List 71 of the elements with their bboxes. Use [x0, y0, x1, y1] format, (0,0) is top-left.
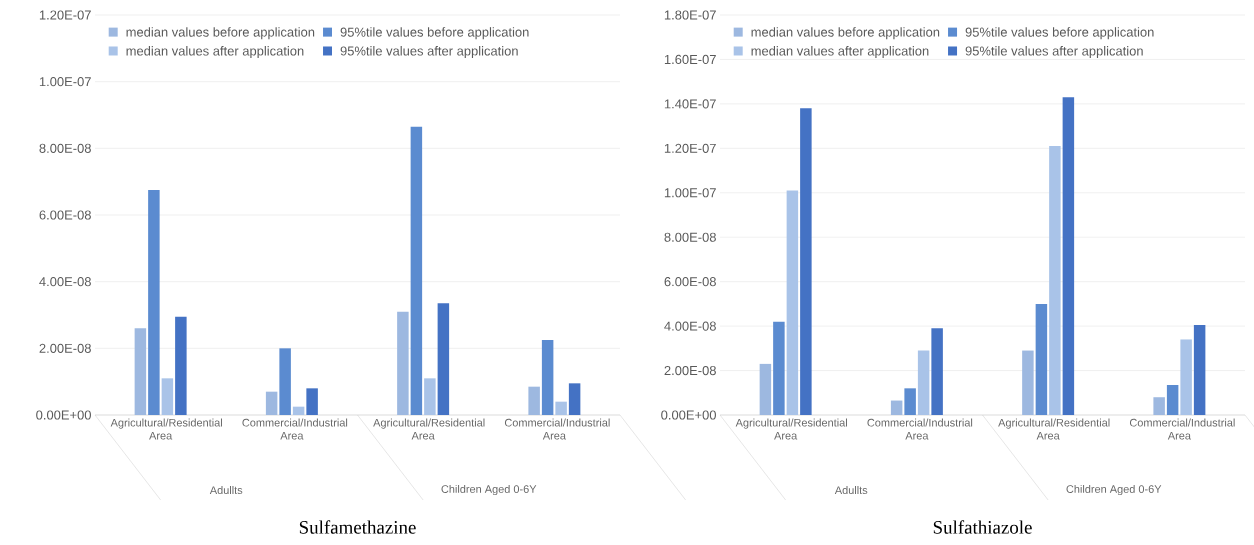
- x-tick-label: Agricultural/Residential Area: [735, 418, 847, 440]
- legend-label: 95%tile values after application: [340, 46, 518, 59]
- y-tick-label: 2.00E-08: [39, 343, 91, 353]
- bar: [437, 303, 450, 415]
- y-tick-label: 1.20E-07: [39, 10, 91, 20]
- y-tick-label: 4.00E-08: [664, 321, 716, 331]
- y-tick-label: 0.00E+00: [36, 410, 91, 420]
- y-tick-label: 4.00E-08: [39, 277, 91, 287]
- bar: [541, 340, 554, 415]
- y-tick-label: 6.00E-08: [664, 277, 716, 287]
- x-tick-label: Commercial/Industrial Area: [1129, 418, 1235, 440]
- bar: [410, 126, 423, 415]
- legend-label: median values before application: [751, 27, 940, 40]
- bar: [890, 400, 903, 415]
- bar: [279, 348, 291, 415]
- y-tick-label: 1.00E-07: [39, 77, 91, 87]
- bar: [292, 406, 305, 415]
- bar: [555, 401, 567, 415]
- y-tick-label: 1.60E-07: [664, 54, 716, 65]
- y-tick-label: 1.80E-07: [664, 10, 716, 20]
- bar: [1035, 303, 1048, 415]
- y-tick-label: 1.40E-07: [664, 99, 716, 109]
- bar: [148, 190, 160, 415]
- bar: [424, 378, 436, 415]
- bar: [528, 386, 540, 415]
- text: Sulfathiazole: [933, 520, 1032, 534]
- y-tick-label: 0.00E+00: [661, 410, 716, 420]
- bar: [1180, 339, 1192, 415]
- y-tick-label: 8.00E-08: [664, 232, 716, 242]
- x-tick-label: Commercial/Industrial Area: [242, 418, 348, 440]
- bar: [904, 388, 916, 415]
- bar: [1193, 325, 1206, 415]
- x-tick-label: Agricultural/Residential Area: [110, 418, 222, 440]
- legend-label: median values after application: [751, 46, 929, 59]
- y-tick-label: 8.00E-08: [39, 143, 91, 153]
- legend-label: 95%tile values after application: [965, 46, 1143, 59]
- y-tick-label: 2.00E-08: [664, 365, 716, 376]
- x-tick-label: Agricultural/Residential Area: [373, 418, 485, 440]
- text: Children Aged 0-6Y: [1066, 484, 1162, 496]
- legend-label: 95%tile values before application: [340, 27, 529, 40]
- bar: [175, 316, 187, 415]
- bar: [1062, 97, 1075, 415]
- x-tick-label: Commercial/Industrial Area: [504, 418, 610, 440]
- bar: [568, 383, 581, 415]
- bar: [1153, 397, 1165, 415]
- bar: [773, 321, 785, 415]
- bar: [265, 391, 278, 415]
- bar: [306, 388, 318, 415]
- bar: [917, 350, 930, 415]
- bar: [1166, 385, 1179, 415]
- y-tick-label: 6.00E-08: [39, 210, 91, 220]
- bar: [134, 328, 147, 415]
- text: Children Aged 0-6Y: [441, 484, 537, 496]
- y-tick-label: 1.00E-07: [664, 188, 716, 198]
- text: Adullts: [834, 485, 868, 495]
- text: Sulfamethazine: [299, 520, 416, 534]
- legend-label: 95%tile values before application: [965, 27, 1154, 40]
- bar: [786, 190, 799, 415]
- y-tick-label: 1.20E-07: [664, 143, 716, 153]
- bar: [161, 378, 174, 415]
- bar: [800, 108, 812, 415]
- legend-label: median values before application: [126, 27, 315, 40]
- x-tick-label: Agricultural/Residential Area: [998, 418, 1110, 440]
- bar: [759, 363, 772, 415]
- text: Adullts: [209, 485, 243, 495]
- bar: [397, 311, 409, 415]
- bar: [1049, 146, 1061, 415]
- bar: [931, 328, 943, 415]
- bar: [1022, 350, 1034, 415]
- x-tick-label: Commercial/Industrial Area: [867, 418, 973, 440]
- legend-label: median values after application: [126, 46, 304, 59]
